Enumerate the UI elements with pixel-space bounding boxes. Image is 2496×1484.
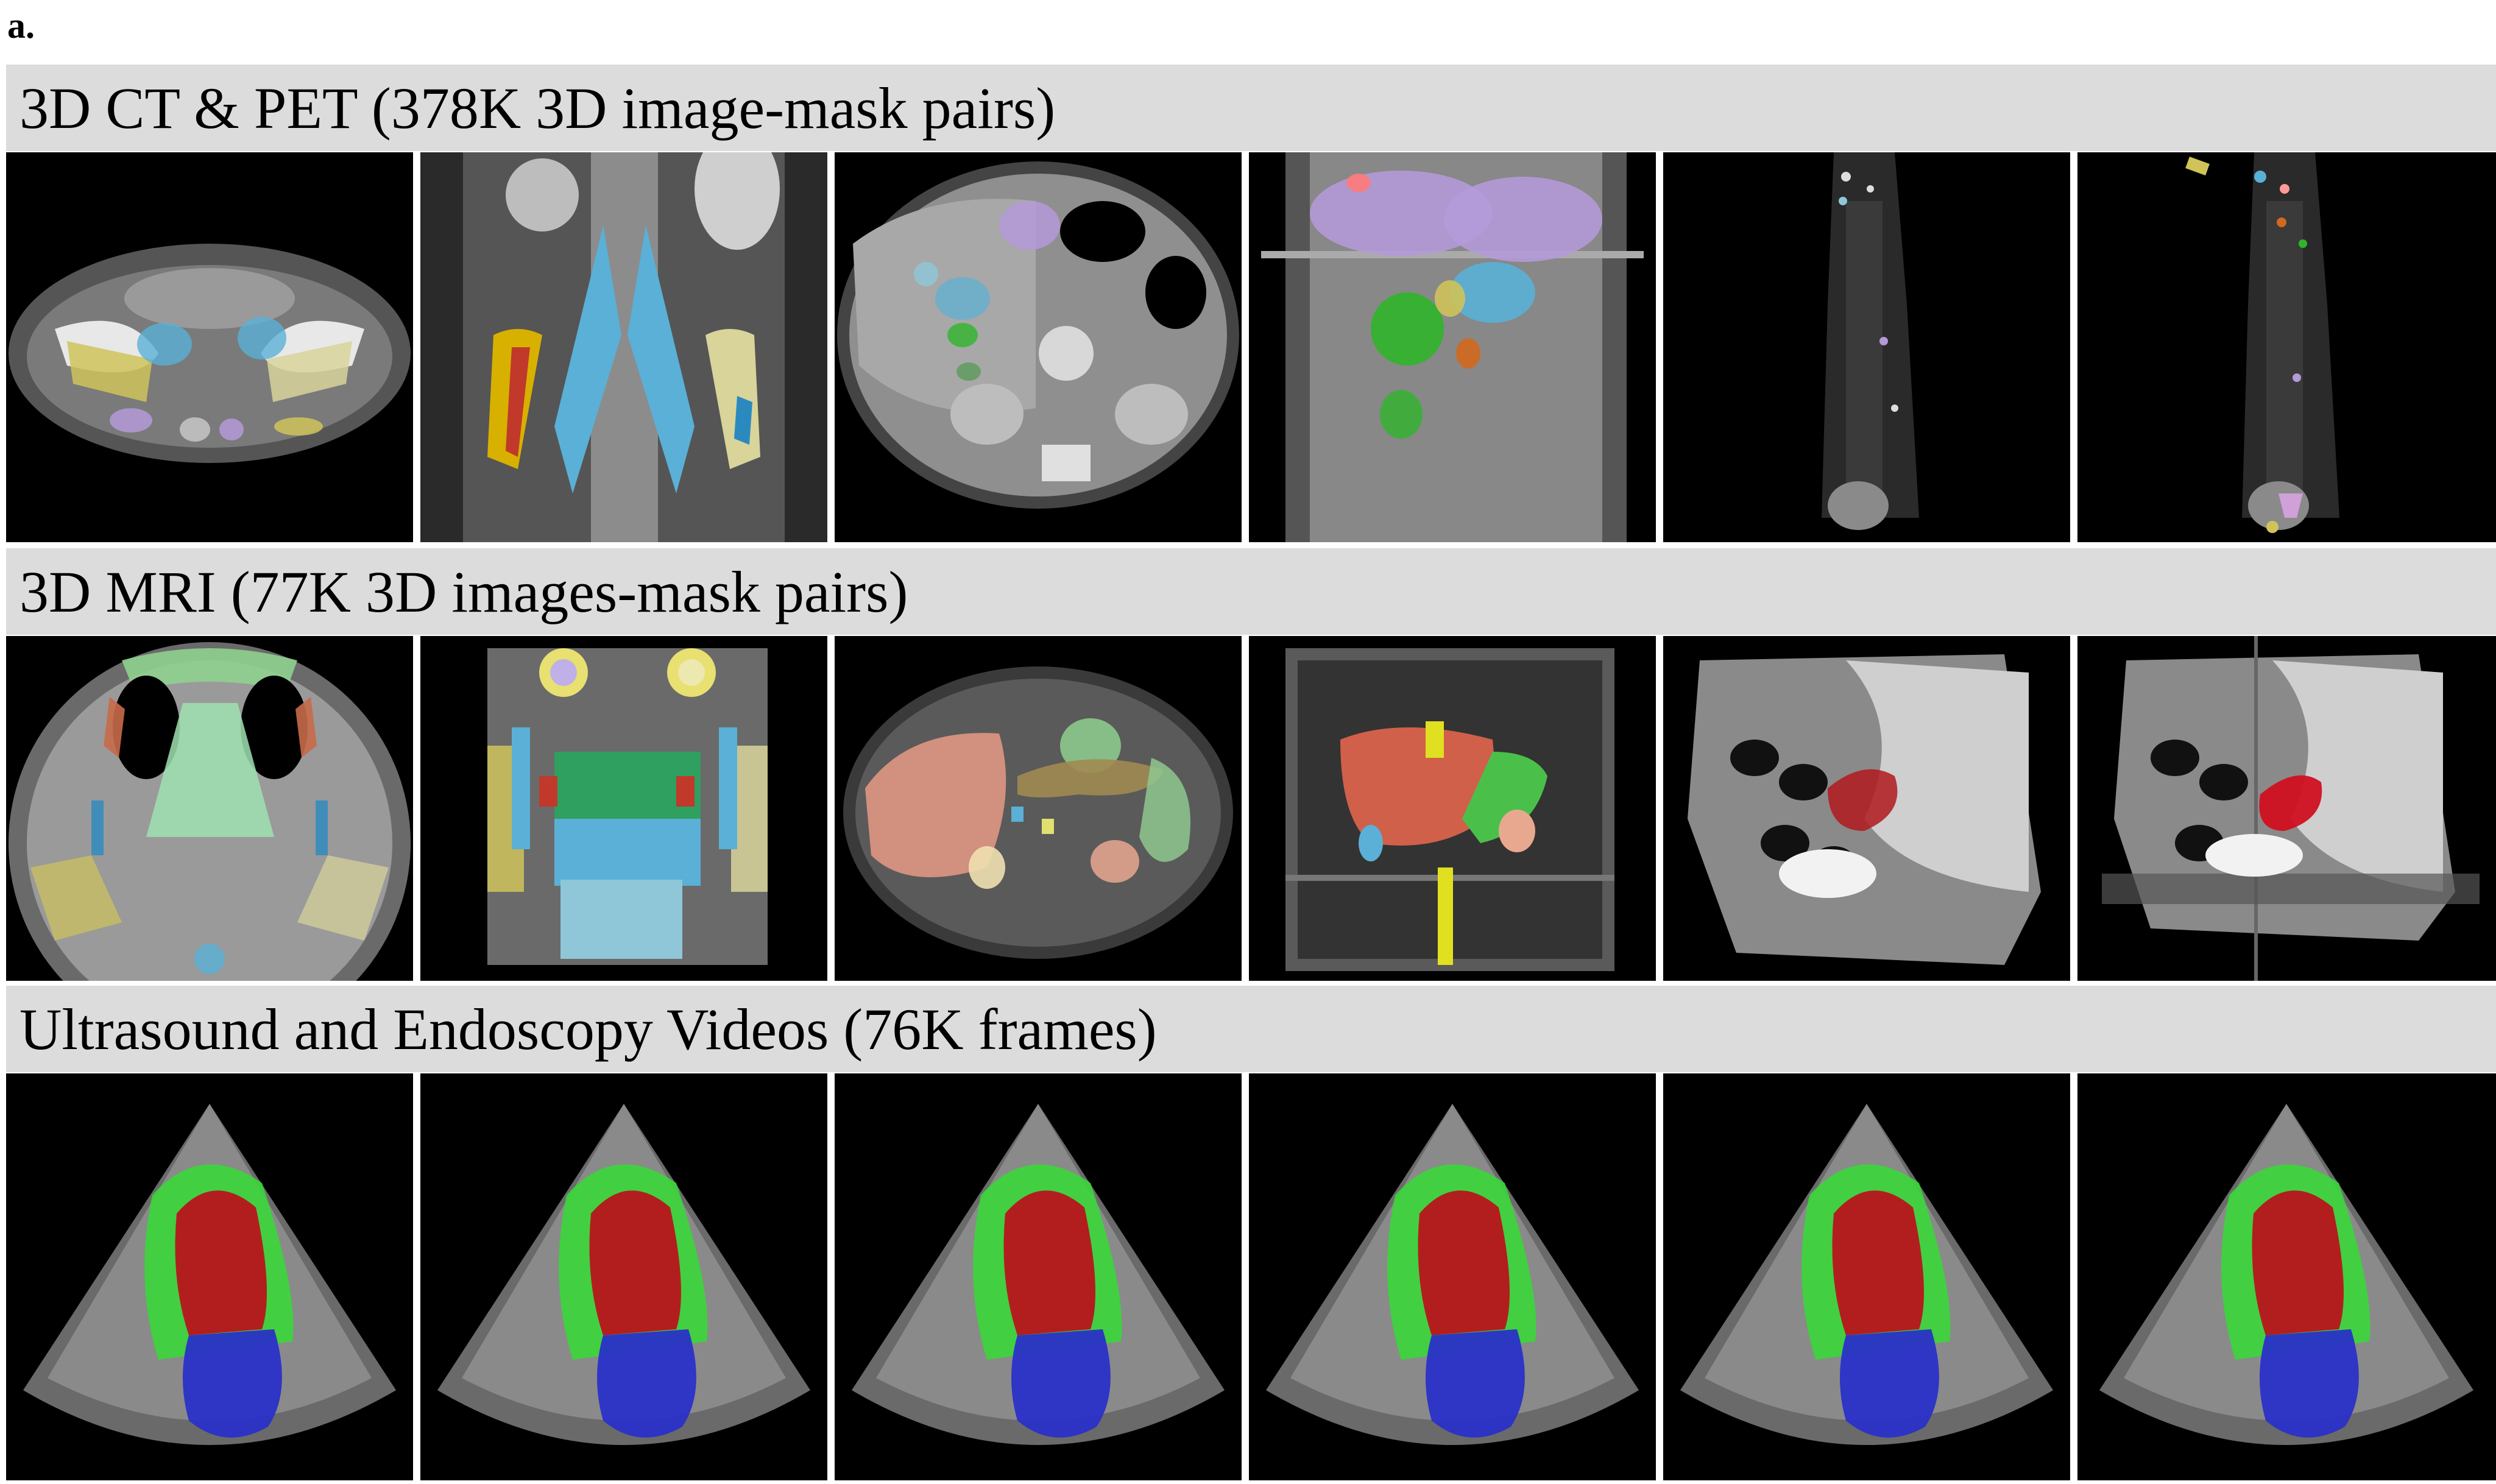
image-row-ct-pet: [6, 152, 2496, 542]
mri-3d-head-neck-image: [420, 636, 827, 981]
ct-3d-render-image: [1249, 152, 1656, 542]
echo-frame-4-image: [1249, 1073, 1656, 1480]
section-title: 3D CT & PET (378K 3D image-mask pairs): [19, 76, 1056, 141]
mri-3d-sagittal-pelvis-image: [2077, 636, 2496, 981]
pet-coronal-image: [1663, 152, 2070, 542]
ct-axial-pelvis-image: [6, 152, 413, 542]
section-header-mri: 3D MRI (77K 3D images-mask pairs): [6, 548, 2496, 635]
ct-coronal-psoas-image: [420, 152, 827, 542]
section-header-ct-pet: 3D CT & PET (378K 3D image-mask pairs): [6, 65, 2496, 151]
mri-axial-abdomen-image: [835, 636, 1242, 981]
ct-axial-abdomen-image: [835, 152, 1242, 542]
image-row-mri: [6, 636, 2496, 981]
echo-frame-1-image: [6, 1073, 413, 1480]
mri-axial-head-neck-image: [6, 636, 413, 981]
section-title: 3D MRI (77K 3D images-mask pairs): [19, 559, 908, 624]
image-row-ultrasound: [6, 1073, 2496, 1480]
pet-coronal-segmented-image: [2077, 152, 2496, 542]
section-header-ultrasound: Ultrasound and Endoscopy Videos (76K fra…: [6, 986, 2496, 1072]
echo-frame-6-image: [2077, 1073, 2496, 1480]
echo-frame-2-image: [420, 1073, 827, 1480]
echo-frame-3-image: [835, 1073, 1242, 1480]
section-title: Ultrasound and Endoscopy Videos (76K fra…: [19, 997, 1157, 1062]
panel-label: a.: [7, 5, 35, 46]
mri-3d-abdomen-image: [1249, 636, 1656, 981]
echo-frame-5-image: [1663, 1073, 2070, 1480]
mri-sagittal-pelvis-image: [1663, 636, 2070, 981]
